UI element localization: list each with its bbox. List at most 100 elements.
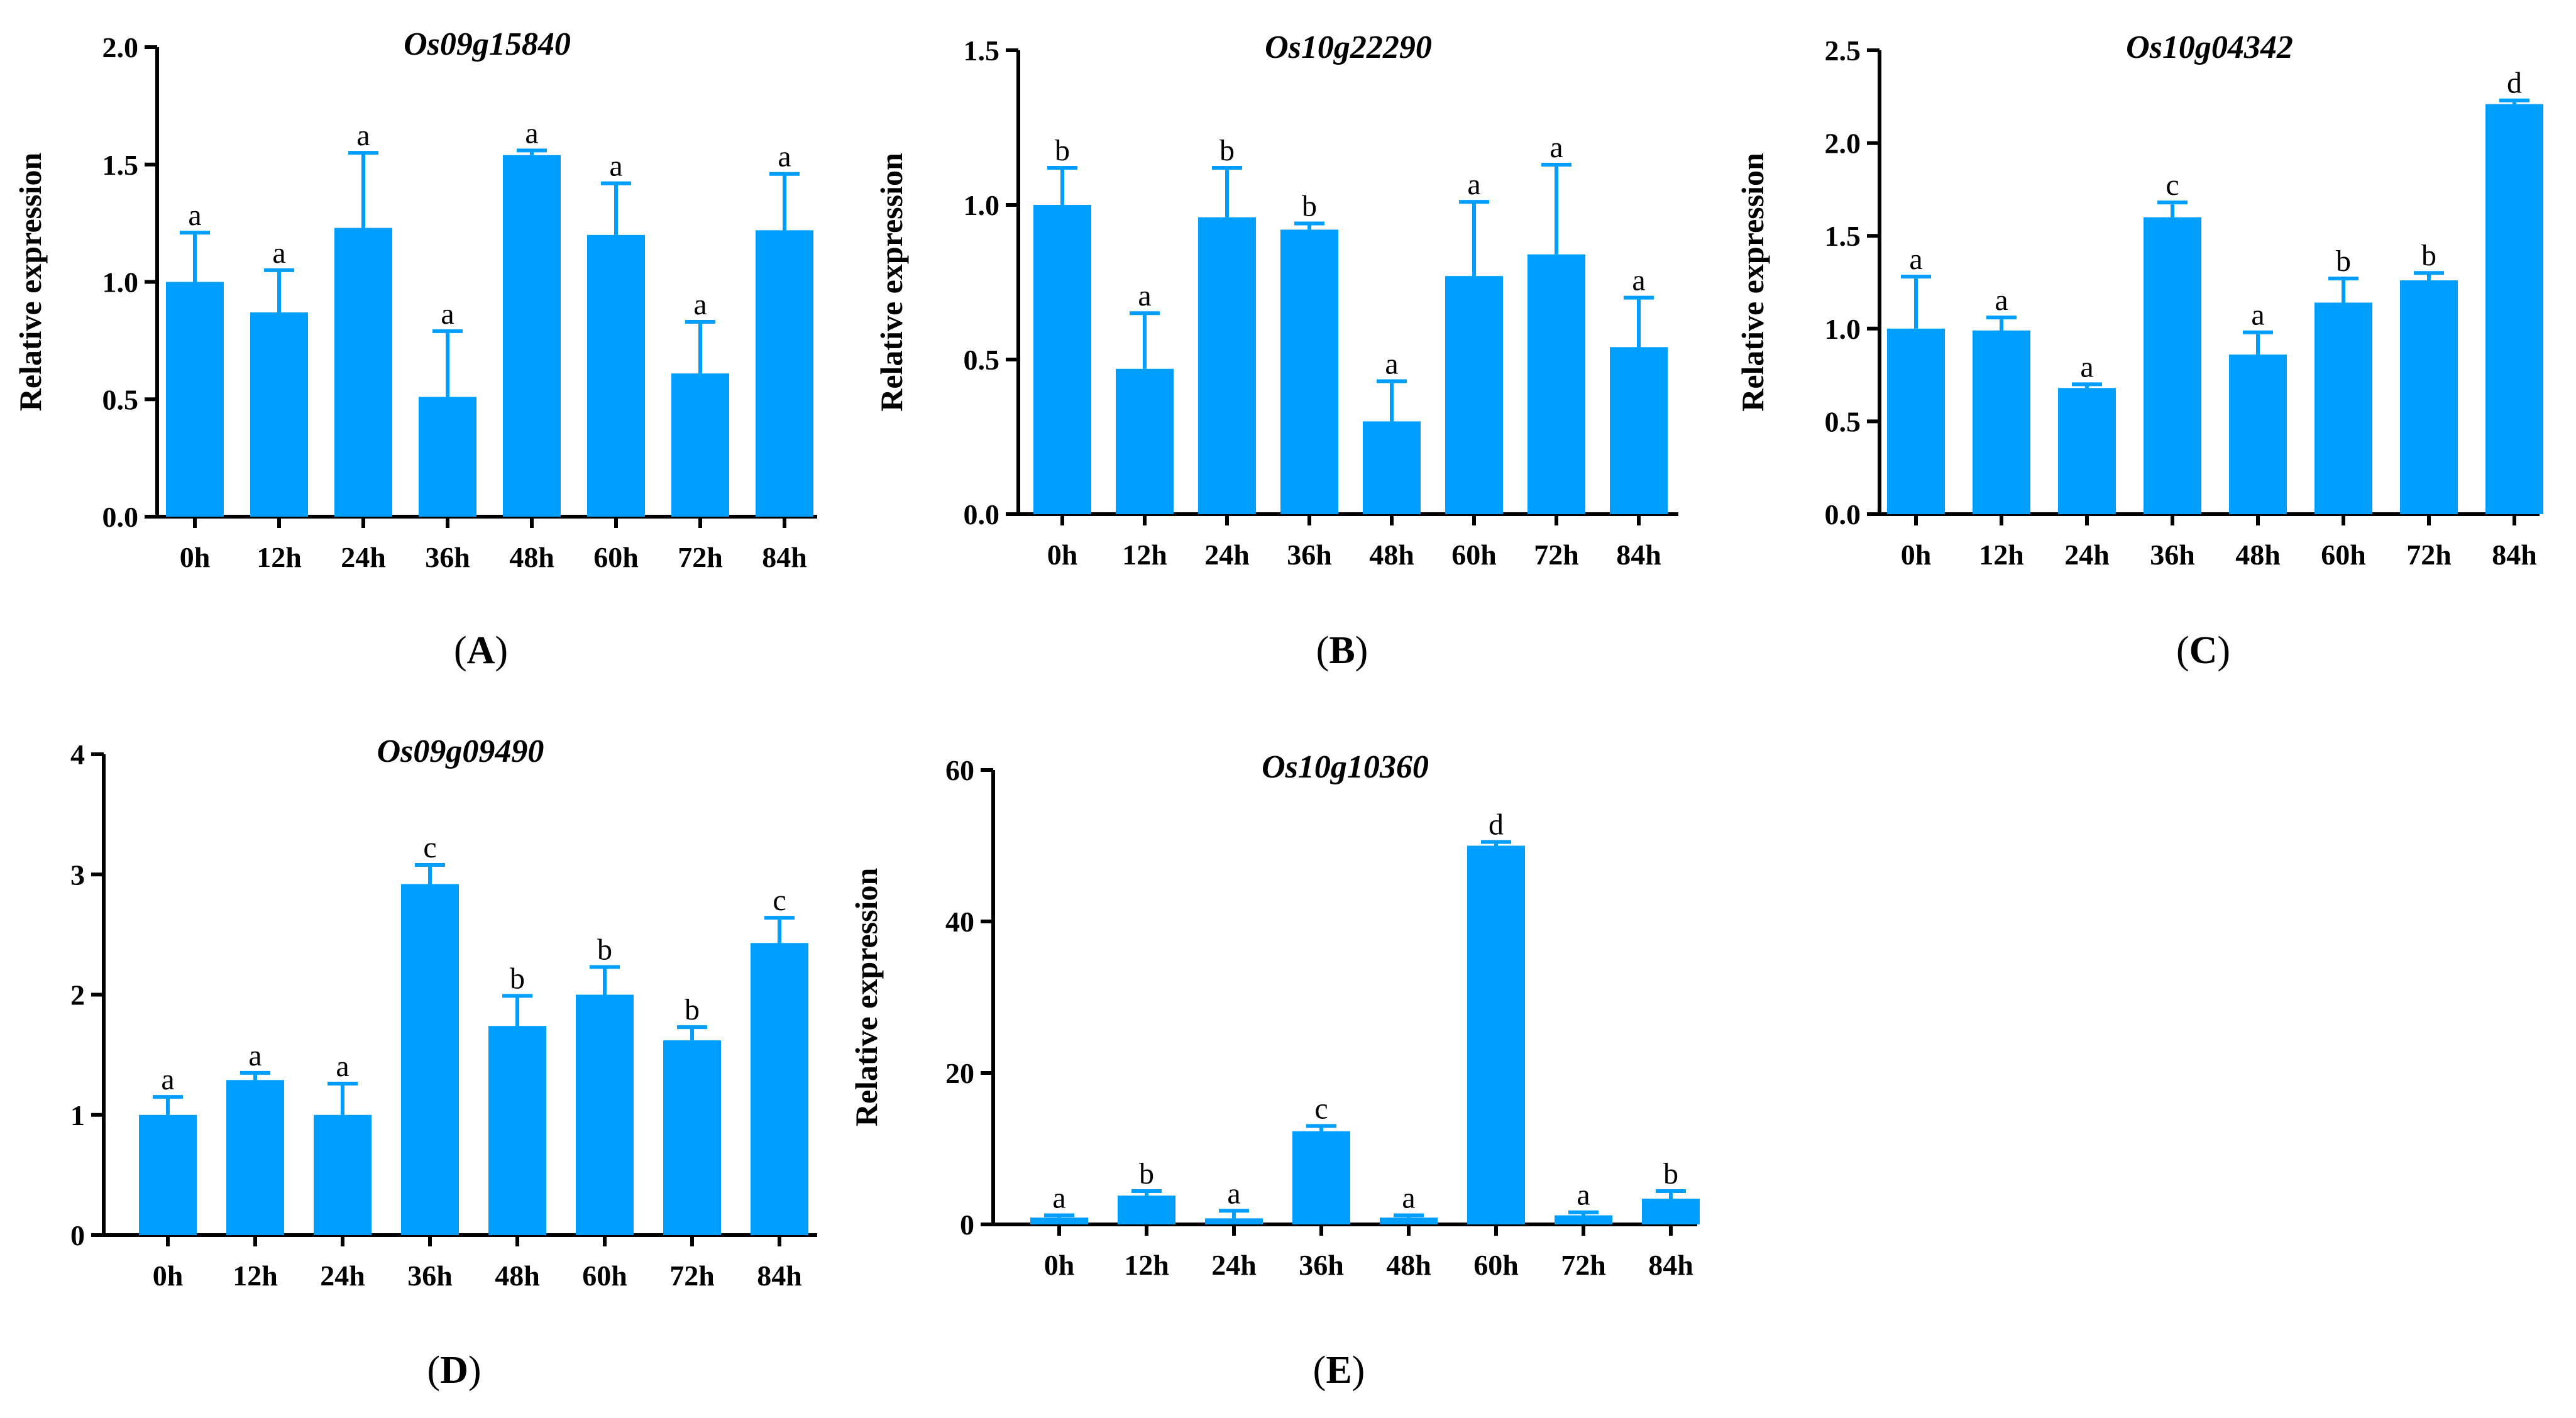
y-tick-label: 0 [960, 1209, 974, 1241]
x-tick-label: 72h [1561, 1249, 1606, 1281]
bar-24h [1205, 1218, 1263, 1224]
x-tick-label: 48h [495, 1260, 540, 1292]
significance-letter: a [1577, 1179, 1590, 1212]
significance-letter: a [609, 150, 622, 183]
chart-title: Os10g10360 [1262, 749, 1429, 785]
significance-letter: b [685, 993, 700, 1026]
y-tick-label: 1.0 [102, 267, 139, 299]
significance-letter: a [2080, 350, 2093, 383]
significance-letter: a [1632, 264, 1645, 297]
bar-48h [488, 1026, 546, 1235]
chart-title: Os10g22290 [1265, 30, 1432, 65]
x-tick-label: 36h [1287, 539, 1332, 571]
x-tick-label: 60h [2321, 539, 2366, 571]
significance-letter: c [1314, 1092, 1328, 1125]
y-tick-label: 0.0 [102, 501, 139, 533]
x-tick-label: 48h [2235, 539, 2281, 571]
significance-letter: a [1467, 168, 1480, 201]
x-tick-label: 72h [1534, 539, 1579, 571]
x-tick-label: 84h [1648, 1249, 1693, 1281]
x-tick-label: 0h [1901, 539, 1932, 571]
significance-letter: a [336, 1050, 349, 1083]
x-tick-label: 72h [2406, 539, 2452, 571]
y-tick-label: 60 [945, 754, 974, 786]
x-tick-label: 24h [1204, 539, 1250, 571]
bar-84h [751, 943, 808, 1235]
x-tick-label: 12h [1124, 1249, 1169, 1281]
bar-36h [401, 884, 459, 1235]
significance-letter: a [693, 288, 707, 321]
significance-letter: b [2421, 239, 2436, 272]
bar-72h [2400, 280, 2458, 514]
bar-0h [1030, 1217, 1088, 1224]
bar-72h [1527, 254, 1585, 514]
bar-84h [2485, 104, 2543, 514]
y-tick-label: 1.0 [964, 189, 1000, 221]
bar-24h [314, 1114, 372, 1235]
x-tick-label: 12h [1979, 539, 2024, 571]
bar-48h [1363, 421, 1421, 514]
panel-label: (C) [2176, 629, 2230, 672]
bar-12h [1118, 1195, 1175, 1224]
x-tick-label: 24h [2064, 539, 2110, 571]
y-tick-label: 3 [70, 859, 85, 891]
bar-84h [1610, 347, 1668, 514]
bar-60h [1445, 276, 1503, 514]
x-tick-label: 0h [1047, 539, 1078, 571]
x-tick-label: 36h [425, 541, 470, 573]
bar-12h [250, 312, 308, 517]
bar-60h [2315, 302, 2372, 514]
x-tick-label: 60h [1473, 1249, 1519, 1281]
y-tick-label: 1.5 [102, 149, 139, 181]
y-tick-label: 0.0 [964, 498, 1000, 530]
x-tick-label: 84h [1616, 539, 1661, 571]
bar-72h [671, 373, 729, 517]
bar-36h [1292, 1131, 1350, 1224]
x-tick-label: 0h [180, 541, 211, 573]
significance-letter: a [1138, 279, 1151, 312]
bar-60h [576, 994, 634, 1235]
significance-letter: a [525, 116, 538, 150]
x-tick-label: 36h [1299, 1249, 1344, 1281]
significance-letter: b [1219, 134, 1235, 167]
panel-label: (E) [1313, 1349, 1365, 1392]
x-tick-label: 24h [1211, 1249, 1257, 1281]
bar-48h [503, 155, 561, 517]
x-tick-label: 0h [1044, 1249, 1075, 1281]
y-axis-label: Relative expression [874, 153, 909, 412]
y-tick-label: 40 [945, 906, 974, 938]
significance-letter: a [1549, 131, 1563, 164]
x-tick-label: 48h [1386, 1249, 1431, 1281]
y-tick-label: 1.5 [1825, 220, 1861, 252]
significance-letter: b [1055, 134, 1070, 167]
significance-letter: d [1489, 808, 1504, 841]
bar-24h [2058, 388, 2116, 514]
x-tick-label: 72h [669, 1260, 715, 1292]
y-tick-label: 0.5 [964, 344, 1000, 376]
x-tick-label: 60h [1451, 539, 1497, 571]
y-tick-label: 2.0 [102, 31, 139, 63]
significance-letter: a [356, 119, 370, 152]
bar-0h [1887, 328, 1945, 514]
chart-panel-b: 0.0 0.5 1.0 1.5 Os10g22290 Relative expressio… [874, 30, 1678, 672]
chart-title: Os09g15840 [404, 26, 571, 62]
y-tick-label: 20 [945, 1057, 974, 1089]
x-tick-label: 36h [2150, 539, 2195, 571]
significance-letter: b [597, 933, 612, 967]
x-tick-label: 24h [341, 541, 386, 573]
bar-12h [1973, 330, 2030, 514]
chart-panel-c: 0.0 0.5 1.0 1.5 2.0 2.5 Os10g04342 Relative exp… [1735, 30, 2543, 672]
significance-letter: a [1227, 1177, 1240, 1210]
significance-letter: a [272, 236, 285, 270]
bar-36h [1280, 229, 1338, 514]
significance-letter: c [2166, 168, 2179, 202]
x-tick-label: 48h [1369, 539, 1414, 571]
y-tick-label: 2 [70, 979, 85, 1011]
panel-label: (A) [454, 629, 508, 672]
bar-36h [2144, 217, 2201, 514]
bar-24h [334, 228, 392, 517]
significance-letter: a [1909, 243, 1922, 276]
y-tick-label: 1.0 [1825, 313, 1861, 345]
x-tick-label: 12h [256, 541, 302, 573]
